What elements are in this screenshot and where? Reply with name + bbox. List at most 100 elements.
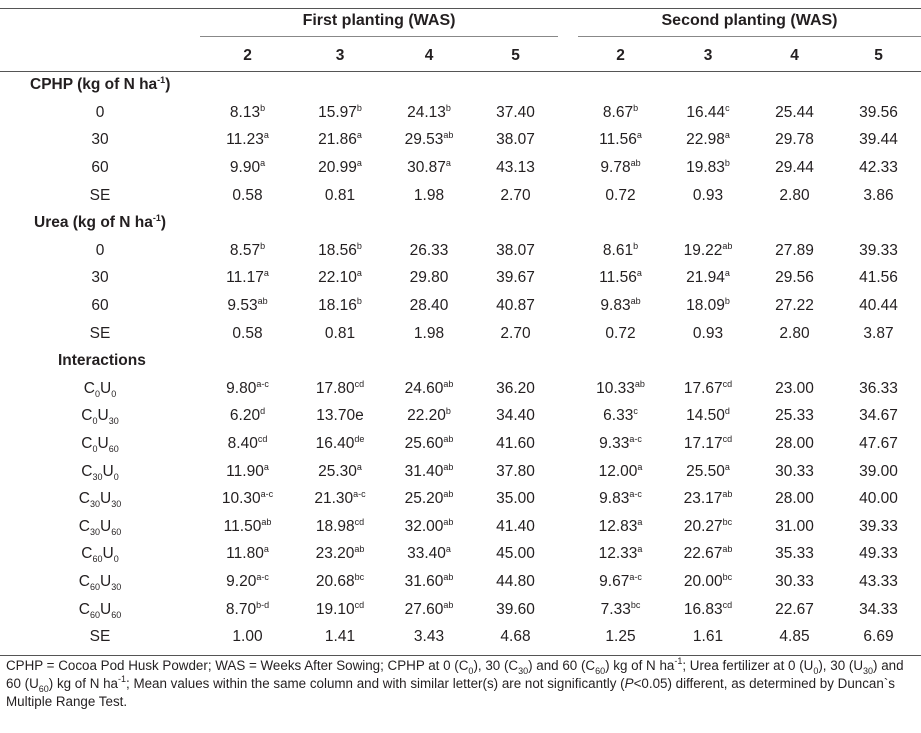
first-planting-header: First planting (WAS) [200,8,558,41]
row-label-subscript: 0 [92,444,98,455]
row-label-text: U [97,407,109,425]
row-label-subscript: 60 [89,609,100,620]
cell-value: 32.00 [404,517,444,535]
footnote-part: 60 [595,666,606,676]
significance-letter: ab [443,378,454,389]
cell-value: 34.67 [859,407,898,425]
cell-value: 14.50 [686,407,725,425]
cell-value: 22.67 [683,545,723,563]
section-header-row: CPHP (kg of N ha-1) [0,71,921,99]
data-cell: 8.57b [200,237,295,265]
data-cell: 2.70 [473,182,558,210]
cell-value: 11.56 [599,131,637,149]
data-cell: 3.87 [836,320,921,348]
week-header: 2 [578,40,663,72]
significance-letter: ab [443,599,454,610]
footnote-part: 0 [813,666,819,676]
data-cell: 33.40a [385,541,473,569]
data-cell: 3.43 [385,623,473,656]
cell-value: 27.22 [775,297,814,315]
footnote-part: <0.05) different, as determined by Dunca… [6,676,895,709]
significance-letter: a [263,461,269,472]
cell-value: 39.00 [859,462,898,480]
cell-value: 4.68 [500,628,531,646]
data-cell: 16.83cd [663,596,753,624]
section-title-end: ) [165,76,171,94]
data-cell: 12.83a [578,513,663,541]
week-header: 3 [663,40,753,72]
significance-letter: cd [354,516,365,527]
data-cell: 9.90a [200,154,295,182]
data-cell: 8.70b-d [200,596,295,624]
cell-value: 26.33 [409,241,449,259]
cell-value: 3.87 [863,324,894,342]
cell-value: 25.50 [686,462,725,480]
week-header: 2 [200,40,295,72]
cell-value: 38.07 [496,241,535,259]
data-cell: 15.97b [295,99,385,127]
footnote-part: -1 [674,656,683,666]
cell-value: 0.93 [692,186,724,204]
data-cell: 25.50a [663,458,753,486]
data-cell: 13.70e [295,403,385,431]
table-row: C60U30 9.20a-c 20.68bc 31.60ab 44.80 9.67a-c 2… [0,568,921,596]
cell-value: 6.20 [229,407,261,425]
cell-value: 9.80 [226,379,257,397]
significance-letter: b [633,102,639,113]
data-cell: 29.53ab [385,127,473,155]
section-header-row: Interactions [0,347,921,375]
row-label: C0U30 [0,403,200,431]
data-cell: 39.00 [836,458,921,486]
cell-value: 28.00 [775,435,814,453]
cell-value: 9.33 [599,435,630,453]
row-label-subscript: 0 [113,471,119,482]
data-cell: 25.60ab [385,430,473,458]
cell-value: 35.00 [496,490,535,508]
row-label-text: SE [89,628,111,646]
cell-value: 23.17 [683,490,723,508]
data-cell: 12.33a [578,541,663,569]
data-cell: 9.67a-c [578,568,663,596]
cell-value: 9.67 [599,572,630,590]
cell-value: 12.00 [598,462,638,480]
section-title-text: Urea (kg of N ha [34,214,153,232]
significance-letter: ab [630,158,641,169]
significance-letter: a [724,268,730,279]
row-label-text: C [81,462,93,480]
row-label-text: 0 [95,103,105,121]
cell-value: 25.30 [318,462,357,480]
cell-value: 22.67 [775,600,814,618]
data-cell: 49.33 [836,541,921,569]
significance-letter: ab [257,296,268,307]
cell-value: 40.44 [859,297,898,315]
data-cell: 29.78 [753,127,836,155]
cell-value: 27.60 [404,600,444,618]
cell-value: 18.56 [318,241,357,259]
cell-value: 39.33 [859,241,898,259]
data-cell: 0.93 [663,182,753,210]
data-cell: 24.13b [385,99,473,127]
row-label-subscript: 30 [111,581,122,592]
cell-value: 40.00 [859,490,898,508]
data-cell: 39.60 [473,596,558,624]
cell-value: 9.83 [600,297,631,315]
column-gap [558,623,578,656]
cell-value: 19.22 [683,241,723,259]
column-gap [558,458,578,486]
data-cell: 21.30a-c [295,485,385,513]
footnote-part: 30 [863,666,874,676]
significance-letter: a [636,130,642,141]
data-cell: 4.68 [473,623,558,656]
row-label-text: U [100,600,112,618]
row-label-text: 30 [91,131,109,149]
cell-value: 0.93 [692,324,724,342]
cell-value: 1.41 [324,628,356,646]
significance-letter: cd [354,378,365,389]
cell-value: 1.25 [605,628,636,646]
row-label-subscript: 0 [113,554,119,565]
row-label: C60U0 [0,541,200,569]
data-cell: 3.86 [836,182,921,210]
row-label-subscript: 30 [89,526,100,537]
cell-value: 41.40 [496,517,535,535]
cell-value: 11.50 [223,517,262,535]
